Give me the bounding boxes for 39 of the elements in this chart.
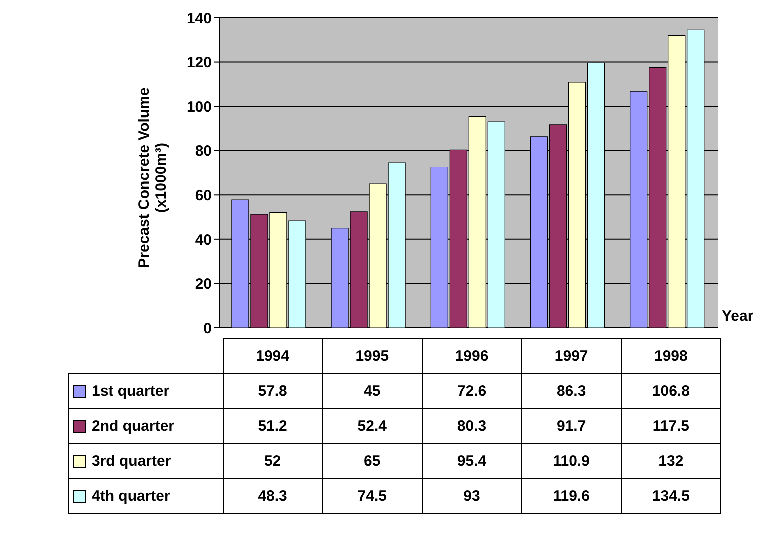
data-label: 52 — [223, 444, 323, 478]
y-tick-label: 80 — [195, 143, 212, 160]
legend-label: 2nd quarter — [68, 408, 223, 444]
y-tick-label: 20 — [195, 276, 212, 294]
y-tick-label: 140 — [186, 10, 212, 28]
data-label: 57.8 — [223, 374, 323, 408]
data-label: 45 — [322, 374, 422, 408]
data-label: 48.3 — [223, 478, 323, 514]
data-label: 117.5 — [621, 408, 721, 444]
data-label: 80.3 — [422, 408, 522, 444]
x-axis-title: Year — [722, 308, 754, 325]
x-tick-label: 1995 — [322, 338, 422, 374]
y-tick-label: 120 — [186, 54, 212, 72]
y-tick-label: 100 — [186, 98, 212, 116]
data-label: 93 — [422, 478, 522, 514]
data-label: 74.5 — [322, 478, 422, 514]
legend-label: 4th quarter — [68, 478, 223, 514]
data-label: 106.8 — [621, 374, 721, 408]
data-label: 110.9 — [522, 444, 622, 478]
x-tick-label: 1996 — [422, 338, 522, 374]
data-label: 132 — [621, 444, 721, 478]
y-tick-label: 60 — [195, 187, 212, 204]
data-label: 51.2 — [223, 408, 323, 444]
data-label: 134.5 — [621, 478, 721, 514]
data-label: 72.6 — [422, 374, 522, 408]
x-tick-label: 1997 — [522, 338, 622, 374]
y-tick-label: 40 — [195, 232, 212, 249]
data-label: 65 — [322, 444, 422, 478]
legend-label: 3rd quarter — [68, 444, 223, 478]
data-label: 91.7 — [522, 408, 622, 444]
x-tick-label: 1998 — [621, 338, 721, 374]
data-label: 86.3 — [522, 374, 622, 408]
y-axis-title: Precast Concrete Volume (x1000m³) — [136, 86, 170, 270]
y-tick-label: 0 — [204, 320, 212, 338]
data-label: 52.4 — [322, 408, 422, 444]
x-tick-label: 1994 — [223, 338, 323, 374]
data-label: 95.4 — [422, 444, 522, 478]
legend-label: 1st quarter — [68, 374, 223, 408]
data-label: 119.6 — [522, 478, 622, 514]
